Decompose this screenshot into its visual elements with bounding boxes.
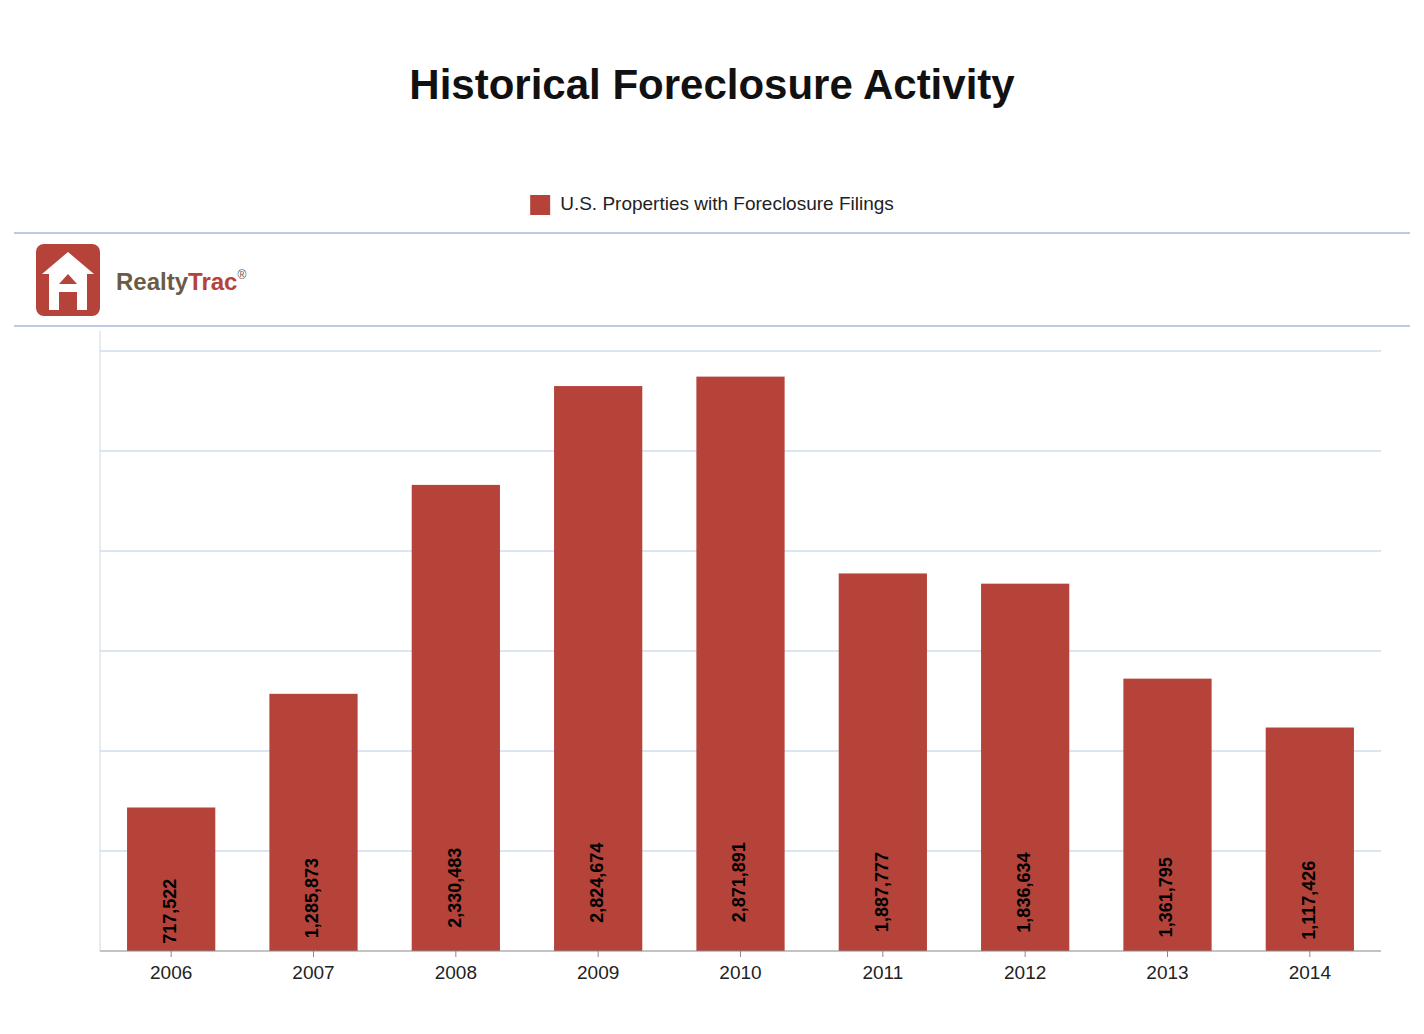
bar (412, 485, 500, 951)
x-tick-label: 2009 (577, 962, 619, 983)
x-tick (882, 951, 883, 957)
data-label: 1,117,426 (1299, 861, 1319, 940)
annotation: ® (237, 268, 246, 282)
bar (1266, 728, 1354, 951)
bar (839, 573, 927, 951)
separator (14, 232, 1410, 234)
x-tick (598, 951, 599, 957)
title: Historical Foreclosure Activity (409, 61, 1015, 108)
legend-swatch (530, 195, 550, 215)
data-label: 2,871,891 (729, 842, 749, 922)
x-tick-label: 2007 (292, 962, 334, 983)
logo-text: RealtyTrac® (116, 268, 246, 295)
x-tick (455, 951, 456, 957)
x-tick-label: 2010 (719, 962, 761, 983)
legend-label: U.S. Properties with Foreclosure Filings (560, 193, 894, 214)
data-label: 1,836,634 (1014, 853, 1034, 933)
legend: U.S. Properties with Foreclosure Filings (530, 193, 894, 215)
bar (127, 807, 215, 951)
data-label: 1,361,795 (1156, 857, 1176, 937)
logo: RealtyTrac® (36, 244, 246, 316)
x-tick-label: 2011 (862, 962, 903, 983)
data-label: 2,330,483 (445, 848, 465, 928)
data-label: 717,522 (160, 879, 180, 944)
x-tick (313, 951, 314, 957)
logo-door (59, 292, 77, 310)
bar (696, 377, 784, 951)
grid-line (100, 351, 1381, 352)
x-axis: 2006 2007 2008 2009 2010 2011 2012 2013 2014 (100, 951, 1381, 983)
x-tick (1309, 951, 1310, 957)
bar (981, 584, 1069, 951)
x-tick (1025, 951, 1026, 957)
bar (1123, 679, 1211, 951)
x-tick (171, 951, 172, 957)
x-tick-label: 2012 (1004, 962, 1046, 983)
data-labels: 717,522 1,285,873 2,330,483 2,824,674 2,871,… (160, 842, 1319, 944)
data-label: 1,285,873 (302, 858, 322, 938)
x-tick-label: 2008 (435, 962, 477, 983)
logo-roof (42, 252, 94, 274)
logo-house (49, 273, 87, 310)
chart: Historical Foreclosure Activity U.S. Prop… (0, 0, 1424, 1034)
x-tick (1167, 951, 1168, 957)
logo-arrow (59, 274, 77, 284)
bar (269, 694, 357, 951)
annotation: Realty (116, 268, 189, 295)
separator (14, 325, 1410, 327)
data-label: 2,824,674 (587, 843, 607, 923)
bar (554, 386, 642, 951)
annotation: Trac (188, 268, 237, 295)
logo-box (36, 244, 100, 316)
data-label: 1,887,777 (872, 852, 892, 932)
x-tick-label: 2013 (1146, 962, 1188, 983)
y-axis-line (100, 331, 101, 951)
x-tick-label: 2006 (150, 962, 192, 983)
bars (127, 377, 1354, 951)
x-tick (740, 951, 741, 957)
x-tick-label: 2014 (1289, 962, 1332, 983)
